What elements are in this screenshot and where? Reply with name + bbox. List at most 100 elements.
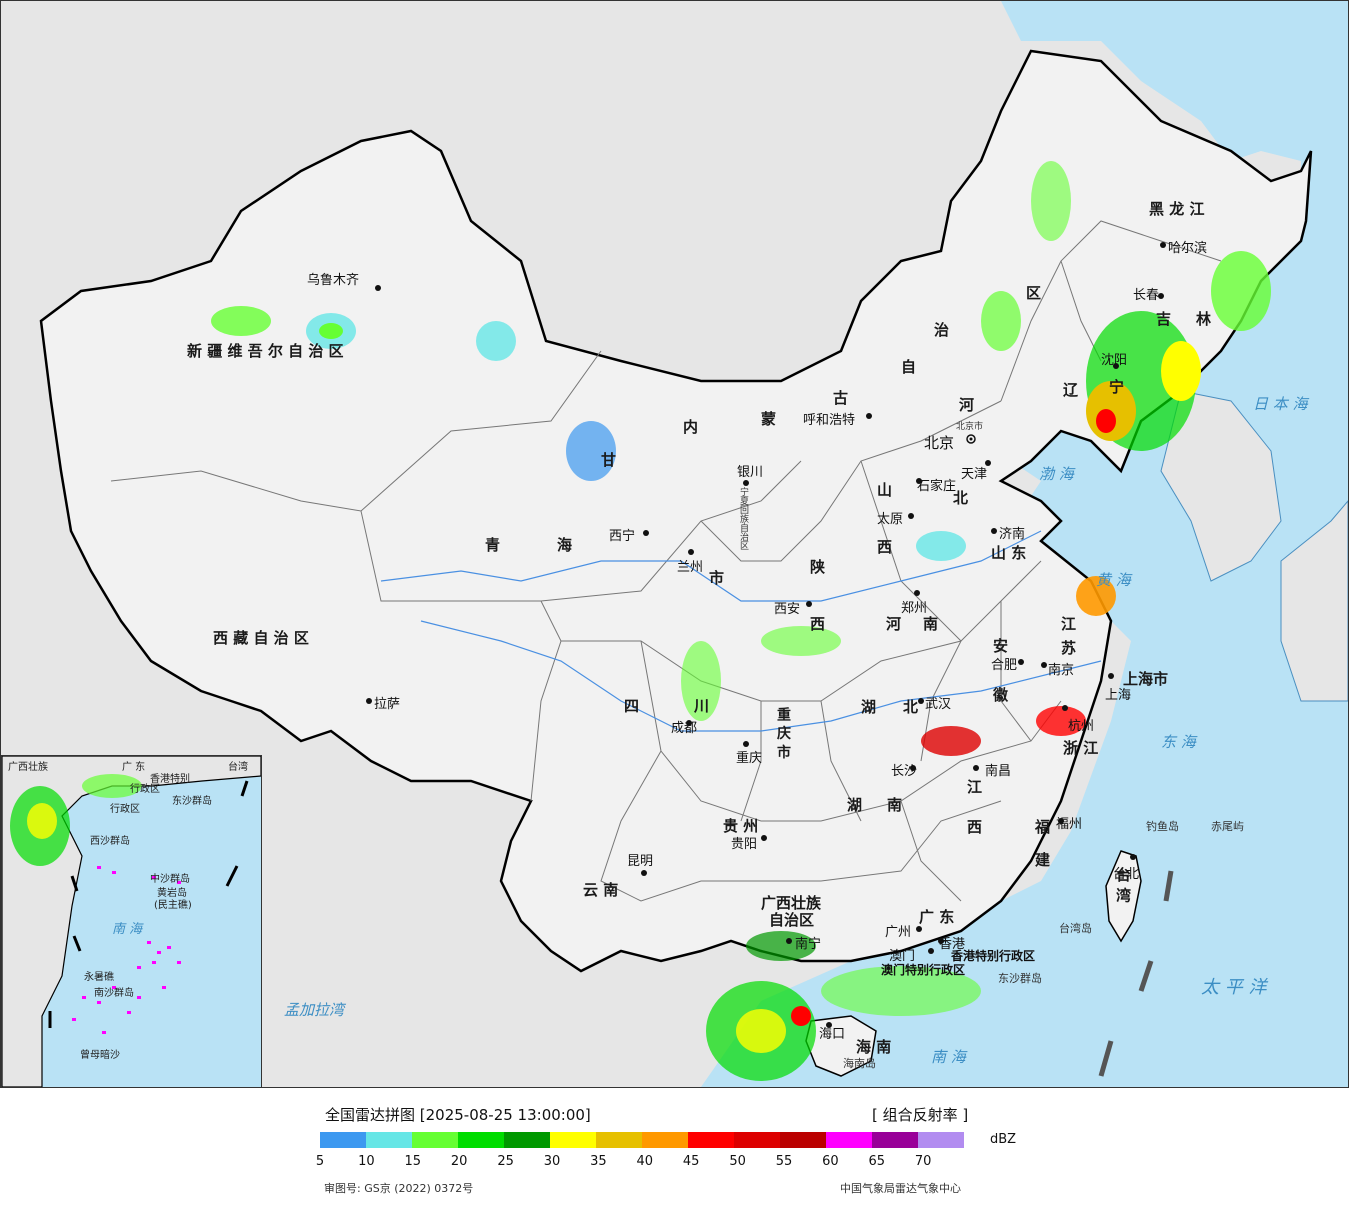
- city-markers: [366, 242, 1166, 1028]
- rivers: [380, 530, 1102, 732]
- legend-tick: 20: [450, 1154, 468, 1169]
- city-harbin: 哈尔滨: [1168, 241, 1208, 256]
- nine-dash-line: [1098, 870, 1174, 1077]
- inset-huangyan2: (民主礁): [154, 900, 192, 911]
- city-jinan: 济南: [999, 527, 1026, 542]
- city-taiyuan: 太原: [877, 512, 904, 527]
- city-tianjin: 天津: [961, 467, 988, 482]
- inset-dongsha: 东沙群岛: [172, 796, 212, 807]
- city-hohhot: 呼和浩特: [803, 413, 856, 428]
- province-shanxi-1: 山: [877, 481, 893, 499]
- province-fujian-2: 建: [1035, 851, 1051, 869]
- city-shenyang: 沈阳: [1101, 353, 1128, 368]
- province-qinghai-2: 海: [557, 536, 573, 554]
- legend-tick: 65: [868, 1154, 886, 1169]
- city-shijiazhuang: 石家庄: [917, 479, 957, 494]
- city-yinchuan: 银川: [737, 465, 764, 480]
- sea-japan: 日 本 海: [1253, 395, 1308, 413]
- city-macau: 澳门: [889, 949, 916, 964]
- province-neimenggu-6: 区: [1026, 284, 1042, 302]
- province-qinghai-1: 青: [485, 536, 501, 554]
- province-liaoning-2: 宁: [1109, 378, 1125, 396]
- island-hainan: 海南岛: [843, 1057, 876, 1070]
- island-taiwan: 台湾岛: [1059, 922, 1092, 935]
- inset-zhongsha: 中沙群岛: [150, 874, 190, 885]
- province-heilongjiang: 黑 龙 江: [1149, 200, 1205, 218]
- province-ningxia: 宁夏回族自治区: [738, 487, 748, 550]
- legend-swatch: [458, 1132, 504, 1148]
- province-hubei-2: 北: [903, 698, 919, 716]
- city-urumqi: 乌鲁木齐: [307, 273, 360, 288]
- inset-xisha: 西沙群岛: [90, 836, 130, 847]
- legend-swatch: [504, 1132, 550, 1148]
- province-anhui-2: 徽: [993, 686, 1009, 704]
- legend-swatch: [872, 1132, 918, 1148]
- province-liaoning-1: 辽: [1063, 381, 1079, 399]
- province-xinjiang: 新 疆 维 吾 尔 自 治 区: [187, 342, 344, 360]
- city-wuhan: 武汉: [925, 697, 952, 712]
- province-jiangsu-2: 苏: [1061, 639, 1077, 657]
- sea-pacific: 太 平 洋: [1201, 977, 1267, 998]
- legend-swatch: [366, 1132, 412, 1148]
- province-shanghai: 上海市: [1123, 670, 1169, 688]
- city-hefei: 合肥: [991, 658, 1018, 673]
- sea-huanghai: 黄 海: [1096, 571, 1131, 589]
- inset-hk-sar2: 行政区: [130, 784, 160, 795]
- province-jiangxi-1: 江: [967, 778, 983, 796]
- city-hongkong: 香港: [939, 937, 966, 952]
- radar-map-canvas: [39, 1, 1348, 1087]
- city-xian: 西安: [774, 602, 801, 617]
- approval-number: 审图号: GS京 (2022) 0372号: [324, 1182, 474, 1195]
- legend-swatch: [412, 1132, 458, 1148]
- japan-islands: [1280, 500, 1348, 702]
- legend-swatch: [734, 1132, 780, 1148]
- city-chongqing: 重庆: [736, 751, 763, 766]
- province-jiangsu-1: 江: [1061, 615, 1077, 633]
- province-neimenggu-4: 自: [901, 358, 917, 376]
- province-jilin-2: 林: [1196, 310, 1212, 328]
- map-title: 全国雷达拼图 [2025-08-25 13:00:00]: [325, 1106, 591, 1124]
- legend-swatch: [826, 1132, 872, 1148]
- city-taibei: 台北: [1113, 867, 1140, 882]
- city-hangzhou: 杭州: [1068, 719, 1095, 734]
- city-haikou: 海口: [819, 1027, 846, 1042]
- legend-swatch: [320, 1132, 366, 1148]
- city-beijing: 北京: [924, 434, 955, 452]
- city-zhengzhou: 郑州: [901, 601, 928, 616]
- legend-tick: 50: [729, 1154, 746, 1169]
- inset-guangxi: 广西壮族: [8, 762, 48, 773]
- color-scale: [320, 1132, 964, 1148]
- legend-tick: 30: [543, 1154, 561, 1169]
- label-macau-sar: 澳门特别行政区: [881, 963, 966, 977]
- province-zhejiang: 浙 江: [1063, 739, 1099, 757]
- legend-swatch: [642, 1132, 688, 1148]
- province-henan-2: 南: [923, 615, 939, 633]
- legend-tick: 25: [497, 1154, 514, 1169]
- china-outline: [39, 49, 1313, 973]
- city-lhasa: 拉萨: [374, 697, 401, 712]
- city-changchun: 长春: [1133, 288, 1160, 303]
- island-chiwei: 赤尾屿: [1211, 820, 1244, 833]
- city-lanzhou: 兰州: [677, 560, 704, 575]
- legend-tick: 10: [358, 1154, 375, 1169]
- province-gansu: 甘: [601, 451, 617, 469]
- city-nanchang: 南昌: [985, 764, 1012, 779]
- label-hk-sar: 香港特别行政区: [951, 949, 1036, 963]
- source-credit: 中国气象局雷达气象中心: [840, 1182, 961, 1195]
- legend-swatch: [780, 1132, 826, 1148]
- province-guangdong: 广 东: [919, 908, 955, 926]
- province-neimenggu-1: 内: [683, 418, 699, 436]
- legend-tick: 40: [636, 1154, 654, 1169]
- province-shaanxi-2: 西: [810, 615, 826, 633]
- province-hebei-2: 北: [953, 489, 969, 507]
- legend-swatch: [596, 1132, 642, 1148]
- legend-tick: 70: [914, 1154, 932, 1169]
- island-diaoyu: 钓鱼岛: [1146, 820, 1179, 833]
- sea-bengal-bay: 孟加拉湾: [284, 1001, 345, 1019]
- province-chongqing: 重 庆 市: [775, 707, 791, 759]
- city-guangzhou: 广州: [885, 925, 912, 940]
- legend-swatch: [918, 1132, 964, 1148]
- province-anhui-1: 安: [993, 637, 1009, 655]
- city-kunming: 昆明: [627, 854, 654, 869]
- south-china-sea-inset: 广西壮族 广 东 台湾 香港特别 行政区 行政区 东沙群岛 西沙群岛 中沙群岛 …: [1, 755, 262, 1087]
